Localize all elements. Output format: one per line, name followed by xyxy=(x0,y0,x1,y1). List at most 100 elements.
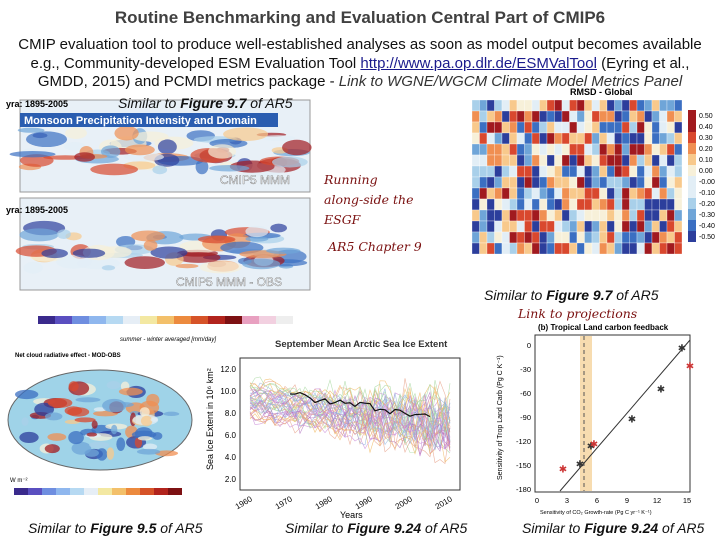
map-blob xyxy=(19,431,39,444)
heatmap-cell xyxy=(554,198,563,211)
heatmap-cell xyxy=(501,198,510,211)
heatmap-cell xyxy=(621,143,630,156)
heatmap-cell xyxy=(606,143,615,156)
heatmap-cell xyxy=(666,187,675,200)
heatmap-cell xyxy=(531,187,540,200)
map-blob xyxy=(47,397,73,408)
y-tick: 8.0 xyxy=(225,409,237,418)
heatmap-cell xyxy=(531,220,540,233)
heatmap-cell xyxy=(561,132,570,145)
heatmap-cell xyxy=(659,132,668,145)
heatmap-cell xyxy=(666,198,675,211)
heatmap-cell xyxy=(599,176,608,189)
heatmap-cell xyxy=(501,209,510,222)
heatmap-cell xyxy=(591,154,600,167)
band xyxy=(580,336,592,491)
heatmap-cell xyxy=(651,187,660,200)
heatmap-cell xyxy=(636,143,645,156)
heatmap-cell xyxy=(674,132,683,145)
y-tick: -90 xyxy=(520,413,531,422)
projections-link[interactable]: Link to projections xyxy=(518,306,638,321)
heatmap-cell xyxy=(509,110,518,123)
heatmap-cell xyxy=(546,242,555,255)
y-tick: 12.0 xyxy=(220,365,236,374)
scale-cell xyxy=(688,231,696,242)
star: ✱ xyxy=(576,460,584,471)
heatmap-cell xyxy=(486,99,495,112)
scale-label: 0.50 xyxy=(699,113,713,120)
heatmap-cell xyxy=(509,165,518,178)
heatmap-cell xyxy=(591,242,600,255)
heatmap-cell xyxy=(591,220,600,233)
esmvaltool-link[interactable]: http://www.pa.op.dlr.de/ESMValTool xyxy=(360,54,597,72)
heatmap-cell xyxy=(494,121,503,134)
scale-cell xyxy=(688,176,696,187)
heatmap-cell xyxy=(516,110,525,123)
heatmap-cell xyxy=(576,165,585,178)
heatmap-cell xyxy=(546,231,555,244)
colorbar-cell xyxy=(157,316,174,324)
ice-line xyxy=(249,382,451,431)
heatmap-cell xyxy=(674,187,683,200)
heatmap-cell xyxy=(629,132,638,145)
scale-label: 0.40 xyxy=(699,124,713,131)
colorbar-cell xyxy=(98,488,112,495)
colorbar-cell xyxy=(191,316,208,324)
heatmap-cell xyxy=(674,154,683,167)
heatmap-cell xyxy=(651,198,660,211)
metrics-panel-link[interactable]: Link to WGNE/WGCM Climate Model Metrics … xyxy=(338,73,683,90)
heatmap-cell xyxy=(584,110,593,123)
heatmap-cell xyxy=(584,231,593,244)
ice-line xyxy=(249,393,451,450)
heatmap-cell xyxy=(471,99,480,112)
heatmap-cell xyxy=(666,209,675,222)
star: ✱ xyxy=(678,344,686,355)
heatmap-cell xyxy=(666,99,675,112)
map-blob xyxy=(154,450,179,457)
heatmap-cell xyxy=(561,99,570,112)
map-blob xyxy=(209,164,250,172)
heatmap-cell xyxy=(561,143,570,156)
heatmap-cell xyxy=(561,154,570,167)
map-blob xyxy=(137,436,153,441)
heatmap-cell xyxy=(666,143,675,156)
heatmap-cell xyxy=(561,198,570,211)
caption-pre: Similar to xyxy=(28,520,91,536)
map-blob xyxy=(93,407,107,412)
x-tick: 1960 xyxy=(234,494,254,511)
scale-label: -0.00 xyxy=(699,179,715,186)
map-blob xyxy=(266,247,301,255)
heatmap-cell xyxy=(546,154,555,167)
heatmap-cell xyxy=(509,132,518,145)
heatmap-cell xyxy=(539,220,548,233)
map-blob xyxy=(136,448,161,455)
scale-cell xyxy=(688,154,696,165)
heatmap-cell xyxy=(599,231,608,244)
heatmap-cell xyxy=(486,110,495,123)
heatmap-cell xyxy=(674,198,683,211)
fit-line xyxy=(559,339,691,492)
heatmap-cell xyxy=(569,198,578,211)
heatmap-cell xyxy=(606,121,615,134)
heatmap-cell xyxy=(516,209,525,222)
caption: Similar to Figure 9.7 of AR5 xyxy=(484,287,659,303)
intro: CMIP evaluation tool to produce well-est… xyxy=(8,36,712,92)
heatmap-cell xyxy=(479,209,488,222)
heatmap-cell xyxy=(636,121,645,134)
heatmap-cell xyxy=(629,176,638,189)
map-blob xyxy=(63,142,86,151)
heatmap-cell xyxy=(584,242,593,255)
map-blob xyxy=(116,437,126,451)
map-blob xyxy=(197,235,236,244)
colorbar-cell xyxy=(140,316,157,324)
heatmap-cell xyxy=(651,209,660,222)
heatmap-cell xyxy=(539,176,548,189)
heatmap-cell xyxy=(606,198,615,211)
heatmap-cell xyxy=(666,154,675,167)
heatmap-cell xyxy=(576,242,585,255)
heatmap-cell xyxy=(501,99,510,112)
heatmap-cell xyxy=(636,187,645,200)
heatmap-cell xyxy=(606,242,615,255)
heatmap-cell xyxy=(659,110,668,123)
